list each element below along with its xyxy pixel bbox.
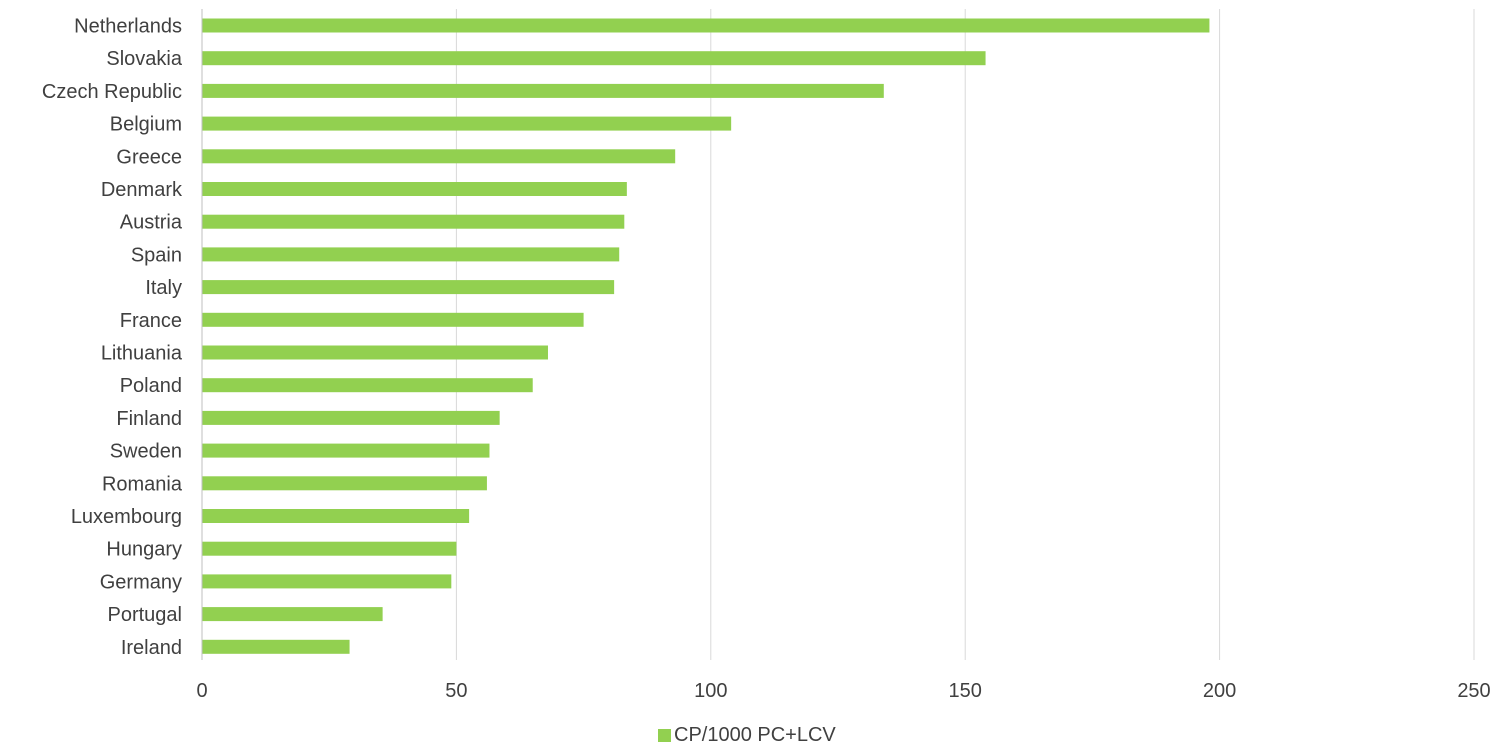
- category-label-italy: Italy: [145, 277, 182, 299]
- bar-belgium: [202, 116, 732, 131]
- category-label-romania: Romania: [102, 473, 183, 495]
- bar-denmark: [202, 182, 627, 196]
- bar-luxembourg: [202, 509, 470, 523]
- category-label-greece: Greece: [116, 146, 182, 168]
- legend: CP/1000 PC+LCV: [658, 724, 836, 746]
- category-label-ireland: Ireland: [121, 637, 182, 659]
- x-tick-label-50: 50: [445, 680, 467, 702]
- bars: [202, 18, 1210, 654]
- bar-greece: [202, 149, 676, 164]
- bar-austria: [202, 214, 625, 229]
- bar-slovakia: [202, 51, 986, 66]
- bar-czech-republic: [202, 83, 884, 98]
- category-label-luxembourg: Luxembourg: [71, 506, 182, 528]
- category-label-poland: Poland: [120, 375, 182, 397]
- category-label-austria: Austria: [120, 212, 183, 234]
- category-label-lithuania: Lithuania: [101, 343, 183, 365]
- category-label-slovakia: Slovakia: [106, 48, 182, 70]
- bar-hungary: [202, 541, 457, 556]
- x-tick-label-100: 100: [694, 680, 727, 702]
- bar-finland: [202, 410, 500, 425]
- category-labels: Netherlands Slovakia Czech Republic Belgium…: [42, 16, 183, 659]
- bar-lithuania: [202, 345, 548, 360]
- gridlines: [201, 9, 1475, 660]
- legend-swatch: [658, 729, 671, 742]
- x-tick-label-150: 150: [949, 680, 982, 702]
- bar-netherlands: [202, 18, 1210, 33]
- category-label-hungary: Hungary: [106, 539, 182, 561]
- bar-romania: [202, 476, 487, 491]
- x-tick-label-250: 250: [1457, 680, 1490, 702]
- x-tick-label-200: 200: [1203, 680, 1236, 702]
- category-label-sweden: Sweden: [110, 441, 182, 463]
- bar-portugal: [202, 607, 383, 622]
- category-label-spain: Spain: [131, 244, 182, 266]
- bar-sweden: [202, 443, 490, 458]
- category-label-germany: Germany: [100, 571, 182, 593]
- category-label-france: France: [120, 310, 182, 332]
- category-label-portugal: Portugal: [108, 604, 183, 626]
- category-label-czech-republic: Czech Republic: [42, 81, 182, 103]
- bar-germany: [202, 574, 452, 589]
- category-label-netherlands: Netherlands: [74, 16, 182, 38]
- x-tick-labels: 0 50 100 150 200 250: [196, 680, 1490, 702]
- bar-italy: [202, 280, 615, 295]
- category-label-belgium: Belgium: [110, 114, 182, 136]
- x-tick-label-0: 0: [196, 680, 207, 702]
- category-label-denmark: Denmark: [101, 179, 183, 201]
- bar-france: [202, 312, 584, 327]
- bar-spain: [202, 247, 620, 262]
- bar-ireland: [202, 639, 350, 654]
- bar-poland: [202, 378, 533, 393]
- category-label-finland: Finland: [116, 408, 182, 430]
- legend-label: CP/1000 PC+LCV: [674, 724, 836, 746]
